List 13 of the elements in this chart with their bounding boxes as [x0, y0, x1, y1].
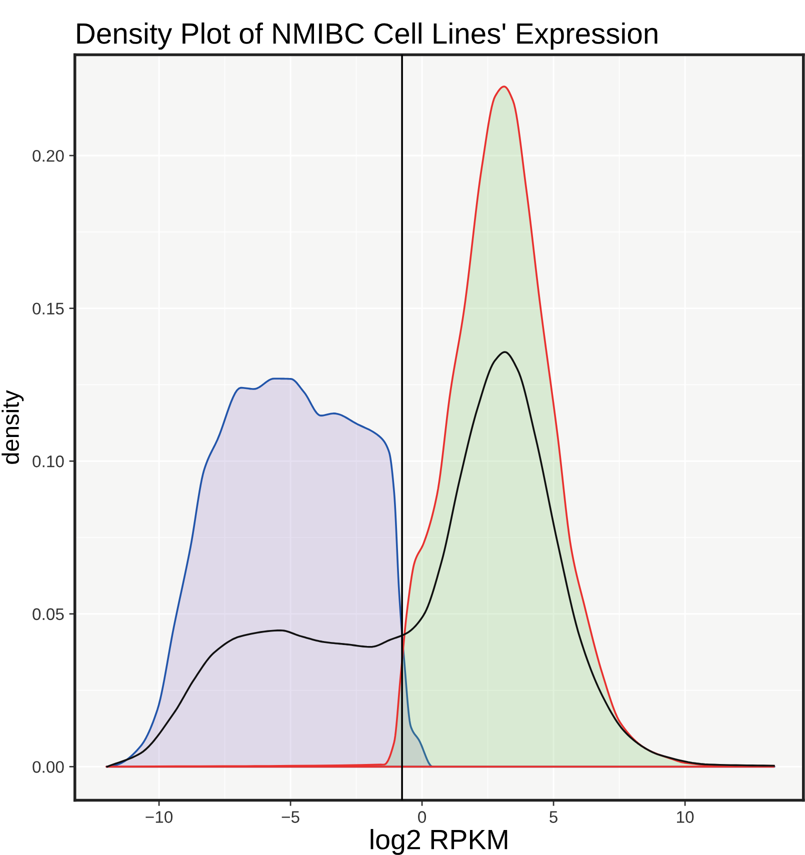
x-tick-label: 10: [677, 811, 694, 823]
x-tick-label: 5: [550, 811, 558, 823]
x-tick-label: −10: [146, 811, 173, 823]
chart-title: Density Plot of NMIBC Cell Lines' Expression: [77, 22, 658, 50]
y-tick-label: 0.05: [32, 608, 64, 620]
y-axis-title: density: [2, 390, 24, 464]
x-tick-label: 0: [418, 811, 426, 823]
x-tick-label: −5: [282, 811, 300, 823]
y-tick-label: 0.00: [32, 761, 64, 773]
y-tick-label: 0.15: [32, 302, 64, 315]
x-axis-title: log2 RPKM: [370, 829, 508, 855]
y-tick-label: 0.10: [32, 456, 64, 468]
y-tick-label: 0.20: [32, 150, 64, 162]
